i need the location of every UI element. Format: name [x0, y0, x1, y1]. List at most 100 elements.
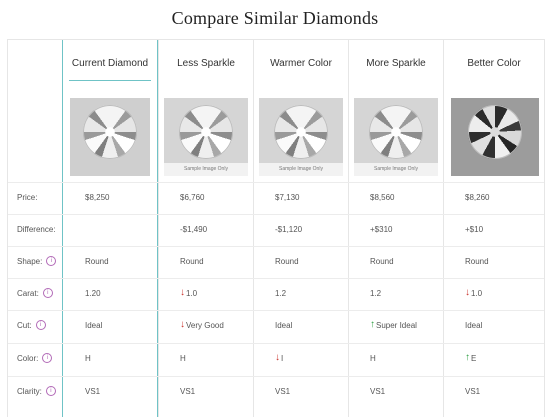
row-label: Difference: [17, 222, 56, 236]
table-cell: $8,260 [465, 190, 489, 204]
diamond-photo [179, 105, 233, 159]
arrow-down-icon: ↓ [180, 319, 185, 330]
diamond-image-warmer-color[interactable]: Sample Image Only [259, 98, 343, 176]
cell-value: Round [370, 256, 394, 266]
cell-value: $8,560 [370, 192, 395, 202]
table-cell: ↓ I [275, 351, 283, 365]
diamond-photo [83, 105, 137, 159]
cell-value: VS1 [465, 386, 481, 396]
row-divider [8, 343, 544, 344]
cell-value: E [471, 353, 477, 363]
table-cell: H [180, 351, 186, 365]
diamond-image-current[interactable] [70, 98, 150, 176]
info-circle-icon[interactable]: i [42, 288, 53, 298]
info-circle-icon[interactable]: i [46, 256, 57, 266]
page-title: Compare Similar Diamonds [171, 8, 379, 28]
row-divider [8, 246, 544, 247]
table-cell: ↓ 1.0 [180, 286, 197, 300]
table-cell: Round [85, 254, 109, 268]
table-cell: H [85, 351, 91, 365]
cell-value: Ideal [85, 320, 103, 330]
cell-value: $8,260 [465, 192, 490, 202]
cell-value: VS1 [180, 386, 196, 396]
diamond-image-less-sparkle[interactable]: Sample Image Only [164, 98, 248, 176]
table-cell: +$10 [465, 222, 483, 236]
cell-value: -$1,120 [275, 224, 303, 234]
table-cell: 1.2 [275, 286, 286, 300]
table-cell: $6,760 [180, 190, 204, 204]
current-diamond-highlight [62, 40, 158, 417]
column-header-current: Current Diamond [71, 58, 149, 69]
table-cell: +$310 [370, 222, 392, 236]
cell-value: $7,130 [275, 192, 300, 202]
diamond-image-more-sparkle[interactable]: Sample Image Only [354, 98, 438, 176]
sample-image-caption: Sample Image Only [164, 163, 248, 176]
arrow-up-icon: ↑ [370, 319, 375, 330]
cell-value: 1.0 [471, 288, 483, 298]
column-divider [443, 40, 444, 417]
cell-value: Ideal [465, 320, 483, 330]
comparison-table: Current Diamond Less Sparkle Warmer Colo… [7, 39, 545, 417]
table-cell: ↓ 1.0 [465, 286, 482, 300]
table-cell: VS1 [275, 384, 290, 398]
row-divider [8, 376, 544, 377]
cell-value: Round [85, 256, 109, 266]
info-circle-icon[interactable]: i [42, 353, 53, 363]
table-cell: Ideal [85, 318, 102, 332]
table-grid: Current Diamond Less Sparkle Warmer Colo… [8, 40, 544, 417]
current-header-underline [69, 80, 151, 81]
table-cell: -$1,120 [275, 222, 302, 236]
cell-value: I [281, 353, 284, 363]
sample-image-caption: Sample Image Only [354, 163, 438, 176]
row-label: Color: i [17, 351, 53, 365]
table-cell: $8,250 [85, 190, 109, 204]
table-cell: Round [370, 254, 394, 268]
row-label-text: Shape: [17, 256, 43, 266]
table-cell: H [370, 351, 376, 365]
arrow-down-icon: ↓ [180, 287, 185, 298]
table-cell: -$1,490 [180, 222, 207, 236]
column-header-better-color[interactable]: Better Color [467, 58, 521, 69]
row-label-text: Cut: [17, 320, 32, 330]
cell-value: H [370, 353, 376, 363]
cell-value: Round [465, 256, 489, 266]
table-cell: Round [465, 254, 489, 268]
cell-value: H [85, 353, 91, 363]
row-label: Cut: i [17, 318, 46, 332]
cell-value: +$10 [465, 224, 484, 234]
row-label: Price: [17, 190, 37, 204]
info-circle-icon[interactable]: i [45, 386, 56, 396]
table-cell: VS1 [85, 384, 100, 398]
row-divider [8, 310, 544, 311]
cell-value: Super Ideal [376, 320, 417, 330]
cell-value: VS1 [370, 386, 386, 396]
cell-value: $8,250 [85, 192, 110, 202]
row-divider [8, 214, 544, 215]
column-divider [348, 40, 349, 417]
diamond-image-better-color[interactable] [451, 98, 539, 176]
table-cell: VS1 [180, 384, 195, 398]
table-cell: Round [275, 254, 299, 268]
cell-value: -$1,490 [180, 224, 208, 234]
info-circle-icon[interactable]: i [35, 320, 46, 330]
cell-value: H [180, 353, 186, 363]
column-header-warmer-color[interactable]: Warmer Color [270, 58, 332, 69]
arrow-up-icon: ↑ [465, 352, 470, 363]
row-label-text: Carat: [17, 288, 39, 298]
row-divider [8, 182, 544, 183]
table-cell: VS1 [370, 384, 385, 398]
diamond-photo [369, 105, 423, 159]
table-cell: 1.20 [85, 286, 101, 300]
column-divider [253, 40, 254, 417]
column-header-more-sparkle[interactable]: More Sparkle [366, 58, 426, 69]
row-label-text: Price: [17, 192, 38, 202]
arrow-down-icon: ↓ [465, 287, 470, 298]
table-cell: $7,130 [275, 190, 299, 204]
table-cell: VS1 [465, 384, 480, 398]
row-label-text: Difference: [17, 224, 56, 234]
row-divider [8, 278, 544, 279]
column-header-less-sparkle[interactable]: Less Sparkle [177, 58, 235, 69]
cell-value: VS1 [85, 386, 101, 396]
row-label: Clarity: i [17, 384, 56, 398]
table-cell: ↑ E [465, 351, 476, 365]
